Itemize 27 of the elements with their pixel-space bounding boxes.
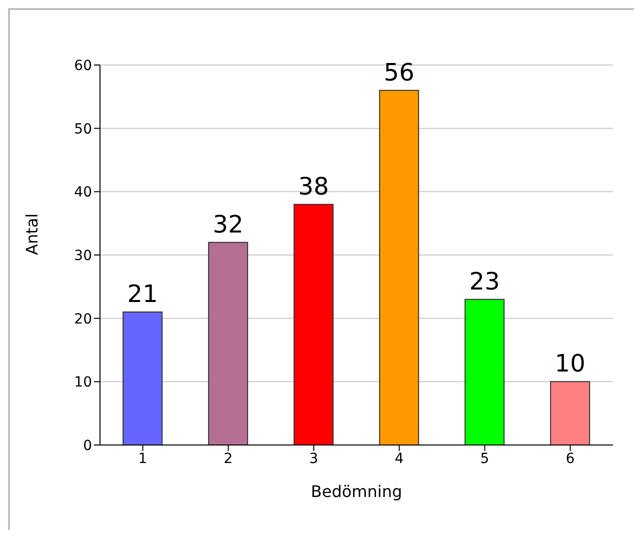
x-axis-title: Bedömning xyxy=(310,482,402,501)
x-tick-label: 2 xyxy=(224,450,233,467)
data-label: 32 xyxy=(212,210,244,238)
data-label: 23 xyxy=(469,267,500,296)
y-tick-label: 50 xyxy=(74,121,92,138)
y-tick-label: 40 xyxy=(74,184,92,201)
y-tick-label: 60 xyxy=(74,58,92,74)
x-tick-label: 3 xyxy=(309,450,318,467)
y-tick-label: 0 xyxy=(83,438,92,454)
data-label: 21 xyxy=(127,280,158,308)
y-tick-label: 20 xyxy=(74,311,92,328)
bar xyxy=(464,298,505,445)
data-label: 10 xyxy=(554,350,586,378)
x-tick-label: 5 xyxy=(480,450,490,467)
x-tick-label: 1 xyxy=(138,450,148,467)
x-tick-label: 6 xyxy=(566,450,575,467)
x-tick-label: 4 xyxy=(394,450,404,467)
y-tick-label: 10 xyxy=(74,374,92,391)
data-label: 38 xyxy=(298,172,329,200)
bar xyxy=(122,312,163,445)
bar xyxy=(550,381,590,445)
bar xyxy=(294,204,334,445)
y-tick-label: 30 xyxy=(74,248,92,264)
data-label: 56 xyxy=(384,58,414,86)
bar xyxy=(208,242,248,445)
bar xyxy=(379,90,420,445)
y-axis-title: Antal xyxy=(22,213,42,255)
